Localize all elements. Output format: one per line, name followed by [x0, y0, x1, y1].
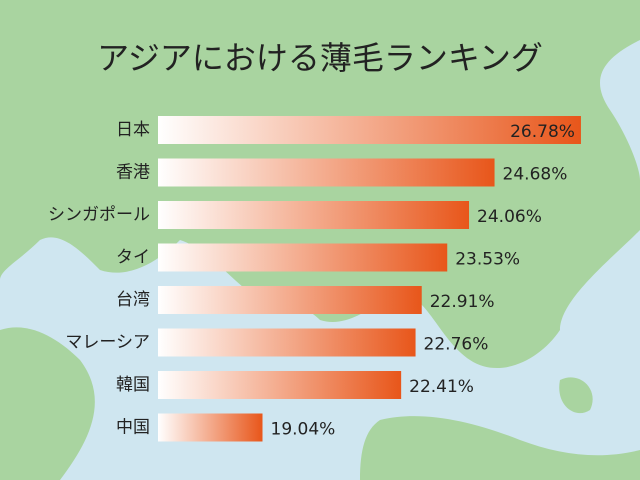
- category-label: 香港: [116, 163, 150, 183]
- value-label: 22.76%: [424, 335, 489, 355]
- value-label: 24.06%: [477, 207, 542, 227]
- value-label: 24.68%: [503, 165, 568, 185]
- category-label: 中国: [116, 418, 150, 438]
- bar: [158, 413, 263, 442]
- value-label: 22.41%: [409, 377, 474, 397]
- category-label: タイ: [116, 248, 150, 268]
- bar: [158, 116, 581, 144]
- value-label: 19.04%: [271, 420, 336, 440]
- value-label: 26.78%: [510, 122, 575, 142]
- category-label: マレーシア: [65, 333, 150, 353]
- bar: [158, 158, 495, 187]
- category-label: 韓国: [116, 375, 150, 395]
- category-label: 日本: [116, 120, 150, 140]
- bar: [158, 243, 448, 272]
- value-label: 23.53%: [455, 250, 520, 270]
- bar: [158, 286, 422, 314]
- category-label: シンガポール: [48, 205, 150, 225]
- category-label: 台湾: [116, 290, 150, 310]
- bar: [158, 328, 416, 357]
- chart-title: アジアにおける薄毛ランキング: [97, 39, 543, 77]
- bar: [158, 201, 470, 229]
- value-label: 22.91%: [430, 292, 495, 312]
- bar: [158, 371, 402, 399]
